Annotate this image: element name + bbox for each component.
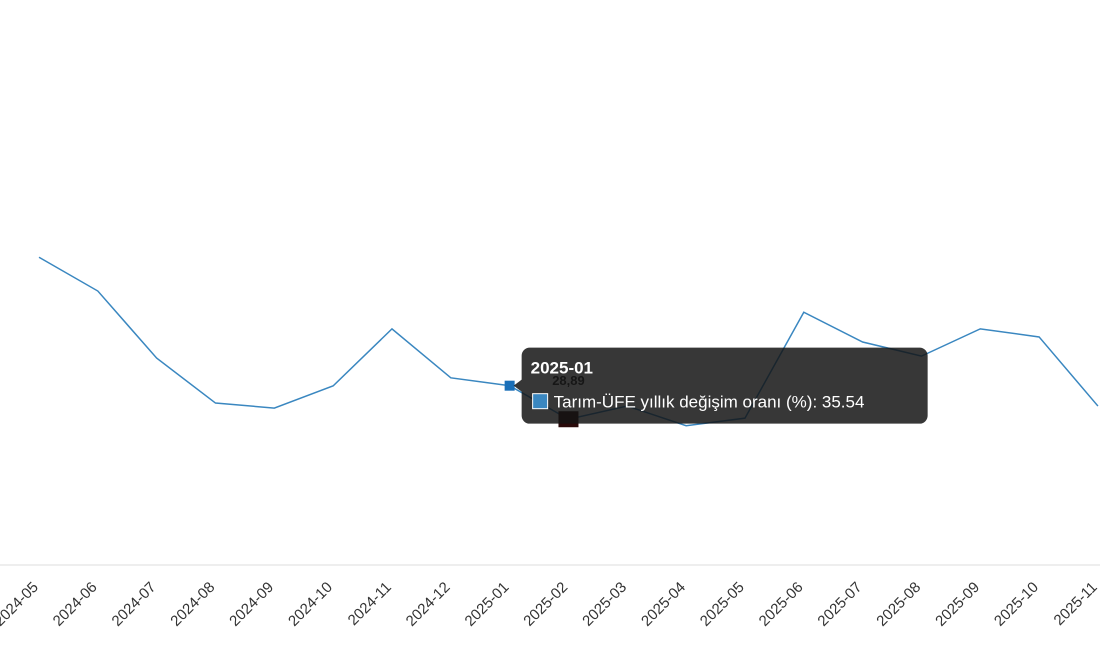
tooltip-title: 2025-01 [531,359,593,378]
tooltip: 2025-01 Tarım-ÜFE yıllık değişim oranı (%… [513,347,928,424]
x-tick-label: 2025-10 [991,579,1042,630]
x-tick-label: 2024-12 [403,579,454,630]
tooltip-box [513,347,928,424]
x-tick-label: 2024-11 [345,579,395,629]
x-tick-label: 2024-10 [285,579,336,630]
x-tick-label: 2025-03 [579,579,630,630]
x-tick-label: 2024-09 [226,579,277,630]
x-tick-label: 2025-01 [462,579,513,630]
hover-marker [504,380,515,391]
x-tick-label: 2025-06 [756,579,807,630]
x-tick-label: 2024-05 [0,579,42,630]
x-tick-label: 2025-05 [697,579,748,630]
x-tick-label: 2024-07 [109,579,160,630]
x-tick-label: 2025-11 [1051,579,1100,629]
x-tick-label: 2025-07 [814,579,865,630]
tooltip-text: Tarım-ÜFE yıllık değişim oranı (%): 35.5… [554,393,865,412]
x-tick-label: 2025-08 [873,579,924,630]
x-tick-label: 2025-04 [638,579,689,630]
x-tick-label: 2025-02 [520,579,571,630]
x-tick-label: 2025-09 [932,579,983,630]
x-tick-label: 2024-08 [167,579,218,630]
tooltip-swatch [532,393,549,410]
x-tick-label: 2024-06 [50,579,101,630]
